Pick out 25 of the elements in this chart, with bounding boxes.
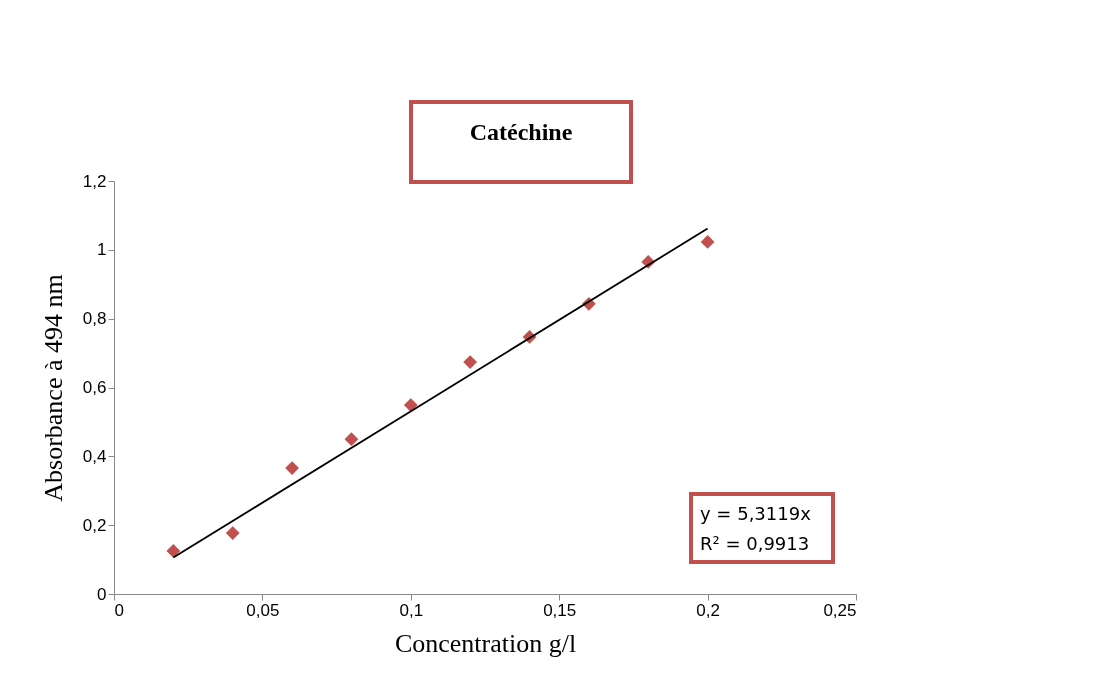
annotation: R² = 0,9913 [700, 533, 810, 554]
y-tick-label: 1,2 [82, 171, 107, 191]
x-tick-label: 0,2 [696, 600, 720, 620]
y-axis-title: Absorbance à 494 nm [38, 274, 68, 502]
x-tick-label: 0 [114, 600, 124, 620]
x-axis-title: Concentration g/l [394, 628, 577, 658]
y-tick-label: 0 [97, 584, 107, 604]
y-tick-label: 0,2 [82, 515, 107, 535]
x-tick-label: 0,15 [543, 600, 577, 620]
chart-title: Catéchine [469, 119, 573, 145]
y-tick-label: 1 [97, 240, 107, 260]
point [700, 235, 715, 249]
point [166, 544, 181, 558]
x-tick-label: 0,25 [823, 600, 857, 620]
x-tick-label: 0,1 [399, 600, 424, 620]
point [285, 461, 299, 475]
annotation: y = 5,3119x [700, 503, 812, 524]
y-tick-label: 0,8 [82, 309, 107, 329]
x-tick-label: 0,05 [246, 600, 280, 620]
y-tick-label: 0,4 [82, 446, 107, 466]
point [463, 355, 478, 369]
y-tick-label: 0,6 [82, 378, 107, 397]
point [225, 526, 240, 540]
point [344, 432, 359, 447]
point [403, 398, 418, 412]
